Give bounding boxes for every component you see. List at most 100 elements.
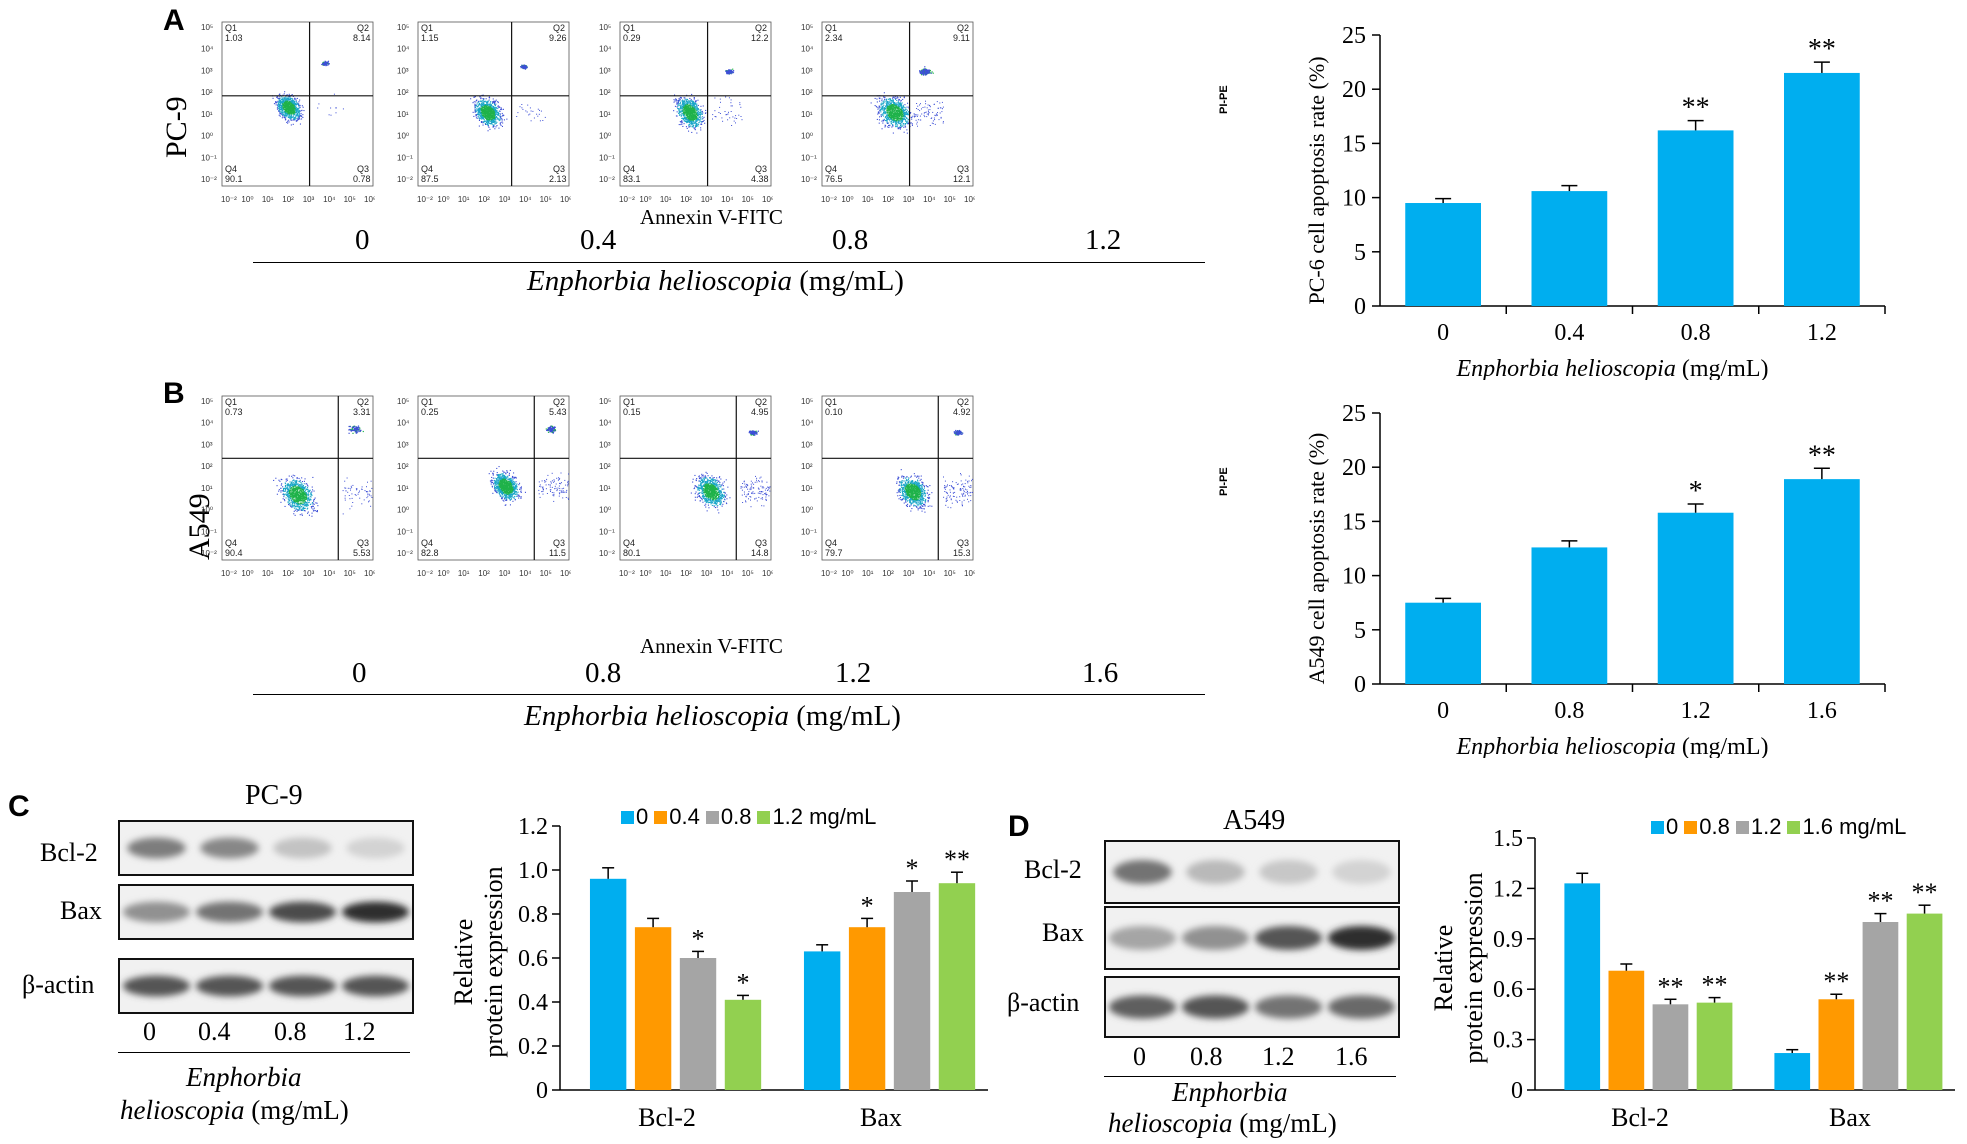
blot-strip-actin-c <box>118 958 414 1014</box>
legend-swatch <box>1735 820 1749 834</box>
flow-quadrant-q2-val: 3.31 <box>353 407 371 417</box>
flow-x-tick: 10⁶ <box>762 195 773 204</box>
flow-x-tick: 10⁶ <box>364 195 375 204</box>
blot-band <box>341 975 410 997</box>
flow-quadrant-q3: Q3 <box>755 164 767 174</box>
flow-x-tick: 10⁶ <box>964 569 975 578</box>
flow-y-tick: 10⁵ <box>201 397 213 406</box>
bar-bax-0.8 <box>1818 999 1855 1090</box>
dose-underline-a <box>253 262 1205 263</box>
blot-band <box>1254 926 1323 950</box>
x-tick-label: 1.6 <box>1807 698 1837 724</box>
protein-chart-pc9: 0 0.2 0.4 0.6 0.8 1.0 1.2 * * Bcl-2 * * ** Bax Relativ… <box>440 800 1000 1144</box>
flow-y-tick: 10³ <box>201 66 213 75</box>
bar-bcl-2-0 <box>1564 883 1601 1090</box>
x-tick-label: 0.8 <box>1681 320 1711 346</box>
blot-dose-c-2: 0.8 <box>274 1017 307 1046</box>
flow-x-tick: 10¹ <box>862 195 874 204</box>
legend-swatch <box>1651 820 1664 834</box>
flow-x-tick: 10⁴ <box>721 569 734 578</box>
flow-y-tick: 10⁻¹ <box>599 527 615 536</box>
apoptosis-chart-a549: 0 5 10 15 20 25 0 0.8 * 1.2 ** 1.6 Enphorbia heliosc… <box>1285 388 1915 758</box>
x-tick-label: 1.2 <box>1681 698 1711 724</box>
flow-x-tick: 10² <box>882 195 894 204</box>
flow-y-tick: 10³ <box>599 440 611 449</box>
flow-quadrant-q1-val: 0.73 <box>225 407 243 417</box>
flow-x-tick: 10⁰ <box>841 569 853 578</box>
flow-y-tick: 10⁴ <box>397 419 410 428</box>
flow-x-tick: 10² <box>478 569 490 578</box>
x-tick-label: 1.2 <box>1807 320 1837 346</box>
flow-dots <box>673 68 743 134</box>
flow-quadrant-q3: Q3 <box>553 538 565 548</box>
flow-y-tick: 10⁻² <box>801 549 817 558</box>
flow-dots <box>690 430 771 514</box>
flow-quadrant-q3-val: 14.8 <box>751 548 769 558</box>
flow-quadrant-q4: Q4 <box>225 164 237 174</box>
blot-band <box>341 901 410 923</box>
bar-bcl-2-0.8 <box>1608 970 1645 1090</box>
legend-swatch <box>705 810 719 824</box>
bar-bcl-2-0.8 <box>679 958 717 1090</box>
annexin-label-a: Annexin V-FITC <box>640 205 783 229</box>
flow-quadrant-q2: Q2 <box>755 397 767 407</box>
flow-y-tick: 10³ <box>201 440 213 449</box>
flow-x-tick: 10⁰ <box>639 195 651 204</box>
flow-y-tick: 10⁴ <box>801 45 814 54</box>
flow-quadrant-q1-val: 0.25 <box>421 407 439 417</box>
annexin-label-b: Annexin V-FITC <box>640 634 783 658</box>
flow-y-tick: 10⁰ <box>201 132 213 141</box>
x-tick-label: 0.8 <box>1554 698 1584 724</box>
flow-quadrant-q4-val: 83.1 <box>623 174 641 184</box>
flow-x-tick: 10⁶ <box>762 569 773 578</box>
flow-plot-a-2: Q1 0.29 Q2 12.2 Q4 83.1 Q3 4.38 10⁻² 10⁰ 10¹ 10² 10³… <box>598 18 773 208</box>
x-tick-label: Bax <box>1829 1103 1871 1132</box>
flow-plot-a-3: Q1 2.34 Q2 9.11 Q4 76.5 Q3 12.1 10⁻² 10⁰ 10¹ 10² 10³… <box>800 18 975 208</box>
flow-y-tick: 10³ <box>397 440 409 449</box>
dose-label-a-1: 0.4 <box>580 224 617 256</box>
flow-x-tick: 10⁴ <box>519 195 532 204</box>
flow-quadrant-q1-val: 2.34 <box>825 33 843 43</box>
x-tick-label: Bax <box>860 1103 902 1132</box>
flow-y-tick: 10² <box>397 88 409 97</box>
significance-mark: ** <box>1912 878 1938 907</box>
blot-band <box>127 837 186 859</box>
flow-x-tick: 10⁰ <box>437 569 449 578</box>
flow-x-tick: 10⁶ <box>964 195 975 204</box>
flow-x-tick: 10⁵ <box>344 195 356 204</box>
flow-x-tick: 10⁵ <box>540 569 552 578</box>
flow-quadrant-q1: Q1 <box>623 397 635 407</box>
blot-row-label-c-0: Bcl-2 <box>40 838 98 867</box>
panel-letter-a: A <box>163 4 185 37</box>
y-tick-label: 10 <box>1342 564 1366 590</box>
flow-x-tick: 10³ <box>303 195 315 204</box>
flow-x-tick: 10¹ <box>262 195 274 204</box>
flow-frame <box>417 21 570 187</box>
flow-x-tick: 10³ <box>499 569 511 578</box>
flow-x-tick: 10⁰ <box>437 195 449 204</box>
blot-strip-bcl2-d <box>1104 840 1400 904</box>
blot-strip-bax-d <box>1104 906 1400 970</box>
blot-band <box>273 837 332 859</box>
flow-x-tick: 10¹ <box>458 569 470 578</box>
blot-band <box>1332 860 1391 884</box>
bar-1.6 <box>1784 479 1860 684</box>
blot-band <box>122 975 191 997</box>
pi-pe-label-a: PI-PE <box>1218 85 1230 114</box>
flow-dots <box>488 425 569 506</box>
significance-mark: ** <box>944 845 970 874</box>
flow-x-tick: 10¹ <box>458 195 470 204</box>
bar-bax-0.8 <box>893 892 931 1090</box>
flow-frame <box>821 395 974 561</box>
flow-quadrant-q4-val: 80.1 <box>623 548 641 558</box>
blot-title-d: A549 <box>1223 805 1286 836</box>
flow-y-tick: 10⁻² <box>201 175 217 184</box>
flow-y-tick: 10⁻¹ <box>397 153 413 162</box>
significance-mark: ** <box>1808 34 1836 65</box>
y-tick-label: 0.8 <box>518 902 548 928</box>
blot-band <box>346 837 405 859</box>
cell-line-label-a: PC-9 <box>160 96 193 158</box>
flow-quadrant-q1-val: 0.15 <box>623 407 641 417</box>
flow-dots <box>273 425 373 517</box>
flow-y-tick: 10⁻¹ <box>801 527 817 536</box>
